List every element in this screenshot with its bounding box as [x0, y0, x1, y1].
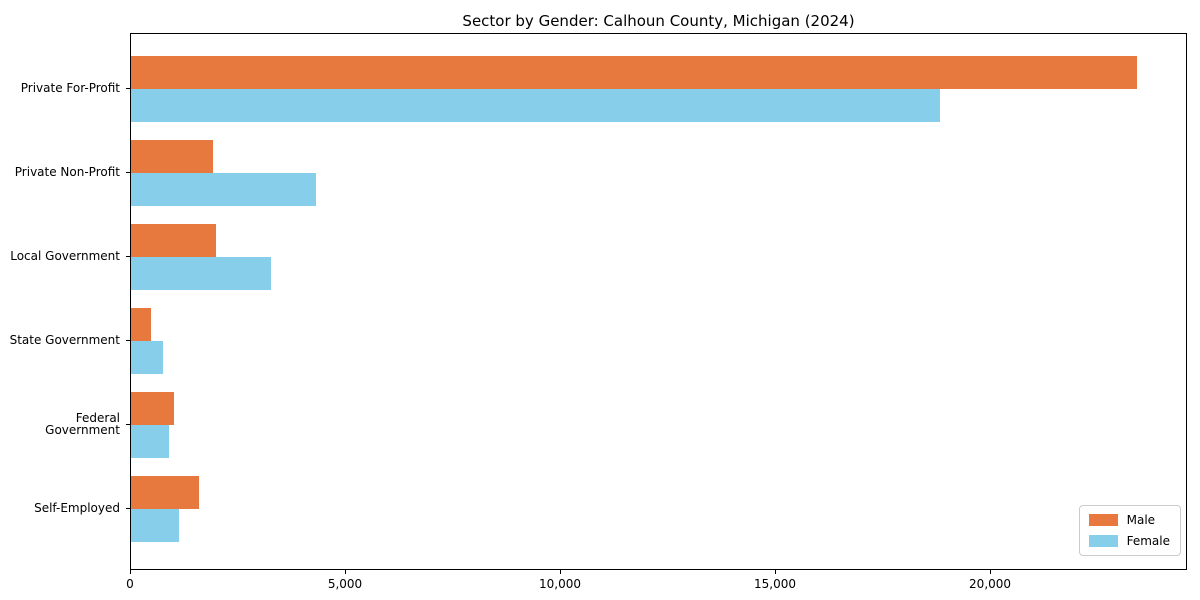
legend-male-label: Male: [1126, 513, 1156, 527]
y-tick-mark: [126, 88, 130, 89]
x-tick-mark: [775, 570, 777, 574]
y-tick-mark: [126, 172, 130, 173]
legend-item-male: Male: [1088, 513, 1170, 527]
bar-female-federal-government: [131, 425, 169, 458]
y-axis-label-federal-government: Federal Government: [45, 411, 120, 437]
legend-female-label: Female: [1126, 534, 1170, 548]
y-axis-label-self-employed: Self-Employed: [34, 501, 120, 515]
bar-male-local-government: [131, 224, 216, 257]
y-axis-label-private-for-profit: Private For-Profit: [20, 81, 120, 95]
legend-item-female: Female: [1088, 534, 1170, 548]
x-axis-tick-label: 15,000: [754, 577, 797, 591]
legend-male-swatch: [1088, 514, 1118, 526]
y-tick-mark: [126, 340, 130, 341]
bar-female-state-government: [131, 341, 163, 374]
bar-male-private-for-profit: [131, 56, 1137, 89]
y-axis-label-state-government: State Government: [9, 333, 120, 347]
y-tick-mark: [126, 256, 130, 257]
x-axis-tick-label: 10,000: [539, 577, 582, 591]
x-tick-mark: [345, 570, 346, 574]
plot-area: Male Female: [130, 33, 1187, 570]
x-axis-tick-label: 5,000: [327, 577, 363, 591]
x-tick-mark: [990, 570, 992, 574]
x-axis-tick-label: 0: [126, 577, 134, 591]
y-axis-label-local-government: Local Government: [10, 249, 120, 263]
x-tick-mark: [130, 570, 131, 574]
bar-male-federal-government: [131, 392, 174, 425]
legend: Male Female: [1078, 505, 1181, 556]
bar-female-private-non-profit: [131, 173, 316, 206]
bar-male-private-non-profit: [131, 140, 213, 173]
bar-male-state-government: [131, 308, 151, 341]
legend-female-swatch: [1088, 535, 1118, 547]
y-axis-label-private-non-profit: Private Non-Profit: [14, 165, 120, 179]
x-axis-tick-label: 20,000: [969, 577, 1012, 591]
bar-female-private-for-profit: [131, 89, 940, 122]
bar-male-self-employed: [131, 476, 199, 509]
y-tick-mark: [126, 424, 130, 425]
bar-female-local-government: [131, 257, 271, 290]
bar-female-self-employed: [131, 509, 179, 542]
chart-title: Sector by Gender: Calhoun County, Michig…: [462, 12, 855, 30]
x-tick-mark: [560, 570, 562, 574]
y-tick-mark: [126, 508, 130, 509]
